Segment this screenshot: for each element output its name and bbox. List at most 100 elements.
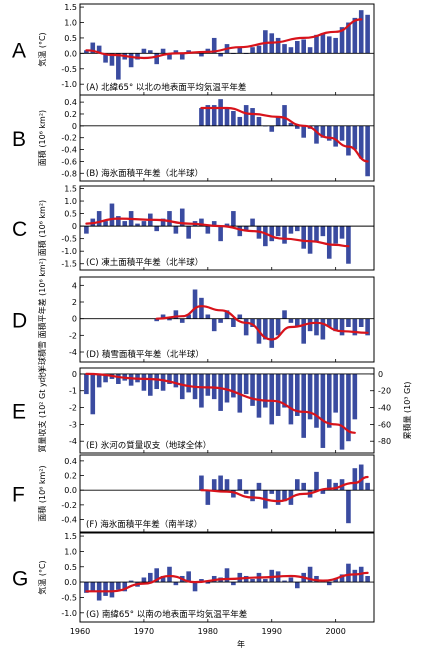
x-tick-label: 1960 (70, 627, 90, 636)
panel-e-ytick-label: -2 (69, 404, 77, 413)
panel-d-bar (205, 314, 211, 319)
panel-f-bar (205, 490, 211, 505)
panel-f-bar (199, 475, 204, 491)
panel-f-ytick-label: 0.2 (64, 472, 77, 481)
panel-e-bar (103, 373, 108, 383)
panel-b-ytick-label: 0.4 (64, 98, 77, 107)
panel-e-bar (141, 373, 147, 391)
panel-g-ylabel: 気温 (°C) (37, 560, 47, 594)
panel-g-bar (109, 582, 115, 598)
panel-c-bar (250, 218, 255, 227)
panel-a-bar (333, 37, 338, 54)
panel-g-bar (282, 580, 287, 583)
panel-d-bar (358, 318, 364, 327)
panel-d-bar (231, 318, 236, 327)
panel-f-ytick-label: -0.4 (61, 516, 77, 525)
panel-f-bar (275, 490, 281, 505)
panel-e-right-ytick-label: 0 (378, 370, 383, 379)
panel-g-bar (263, 579, 268, 583)
panel-a-bar (103, 53, 108, 63)
panel-g-bar (288, 577, 294, 583)
panel-a-bar (326, 36, 332, 54)
panel-e-ytick-label: 0 (72, 370, 77, 379)
panel-a-bar (320, 33, 326, 54)
panel-e-bar (167, 373, 172, 384)
panel-e-bar (218, 373, 223, 411)
panel-e-right-ylabel: 累積量 (10³ Gt) (402, 381, 412, 439)
panel-a-bar (141, 48, 147, 54)
panel-f-trend-curve (200, 475, 369, 503)
panel-g-bar (84, 582, 89, 593)
panel-d-bar (154, 318, 159, 322)
panel-a-bar (211, 37, 217, 54)
panel-b-ytick-label: 0 (72, 122, 77, 131)
panel-g-bar (365, 575, 370, 583)
panel-b-bar (365, 125, 370, 177)
panel-c-bar (346, 226, 351, 264)
panel-e-bar (186, 373, 191, 393)
panel-e-bar (243, 373, 249, 395)
panel-d-bar (307, 318, 313, 332)
panel-e-bar (288, 373, 294, 425)
panel-d-trend-curve (155, 305, 369, 341)
panel-a-ytick-label: -1.0 (61, 80, 77, 89)
panel-d-frame (79, 276, 375, 363)
panel-a-bar (275, 37, 281, 54)
panel-d-bar (295, 318, 300, 327)
panel-g-trend-curve (85, 571, 369, 593)
panel-e-trend-curve (85, 372, 356, 434)
panel-b-ytick-label: -0.2 (61, 134, 77, 143)
panel-a-bar (263, 30, 268, 54)
panel-c-bar (314, 226, 319, 242)
panel-f-bar (224, 479, 230, 491)
panel-d-bar (275, 318, 281, 336)
panel-g-bar (295, 582, 300, 589)
panel-e-bar (333, 373, 338, 413)
panel-a-bar (84, 50, 89, 54)
panel-f-bar (218, 475, 223, 491)
panel-e-caption: (E) 氷河の質量収支（地球全体） (86, 440, 211, 451)
panel-c-bar (243, 226, 249, 232)
panel-g-bar (224, 568, 230, 583)
panel-c-ytick-label: 0.5 (64, 210, 77, 219)
panel-a-bar (301, 39, 306, 54)
panel-a-letter: A (12, 40, 26, 63)
panel-b-bar (339, 125, 345, 141)
panel-c-bar (160, 218, 166, 227)
panel-b-bar (205, 105, 211, 126)
panel-b-bar (243, 105, 249, 126)
panel-e-bar (295, 373, 300, 416)
panel-c-bar (173, 226, 179, 234)
panel-g-bar (250, 579, 255, 583)
x-axis-label: 年 (237, 639, 245, 649)
panel-g-bar (205, 582, 211, 584)
panel-e-bar (346, 373, 351, 442)
panel-b-bar (199, 108, 204, 126)
panel-g-bar (199, 579, 204, 583)
panel-c-trend-curve (85, 217, 350, 248)
panel-c-ytick-label: 0 (72, 222, 77, 231)
panel-e-letter: E (12, 401, 26, 424)
panel-g-bar (116, 582, 121, 590)
panel-e-bar (173, 373, 179, 388)
panel-e-bar (84, 373, 89, 395)
panel-g-bar (326, 582, 332, 586)
panel-a-bar (167, 53, 172, 60)
panel-a-bar (160, 48, 166, 54)
panel-e-ytick-label: -3 (69, 420, 77, 429)
panel-d-bar (301, 318, 306, 344)
panel-a-bar (173, 50, 179, 54)
panel-c-bar (103, 221, 108, 227)
panel-f-ylabel: 面積 (10⁶ km²) (37, 465, 47, 521)
panel-d-ytick-label: 2 (72, 298, 77, 307)
panel-a-bar (307, 47, 313, 54)
panel-a-bar (288, 47, 294, 54)
panel-g-bar (128, 580, 134, 583)
panel-c-bar (333, 226, 338, 244)
panel-a-ytick-label: 0.0 (64, 49, 77, 58)
panel-d-bar (160, 314, 166, 319)
panel-b-caption: (B) 海氷面積平年差（北半球） (86, 168, 203, 179)
panel-d-bar (173, 310, 179, 319)
panel-b-bar (250, 108, 255, 126)
